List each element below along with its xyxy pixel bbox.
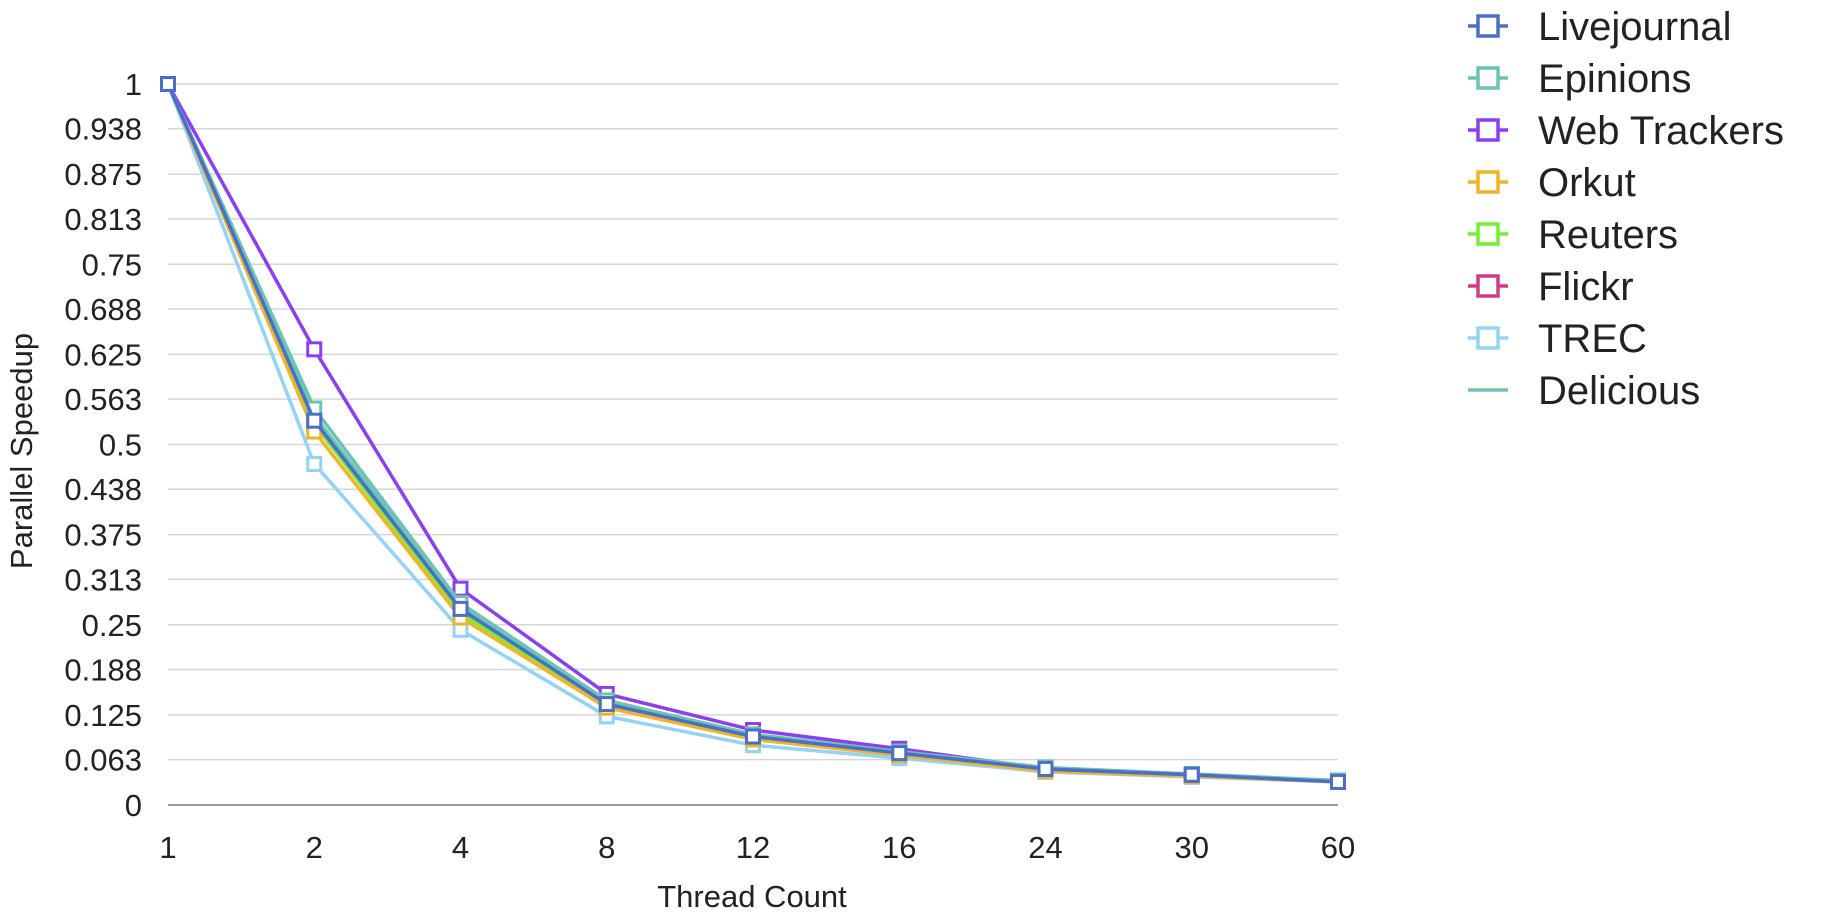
y-tick-label: 0.875 <box>64 157 142 192</box>
y-tick-label: 0.313 <box>64 562 142 597</box>
legend-label: TREC <box>1538 317 1647 361</box>
series-line <box>166 83 1339 783</box>
y-tick-label: 0.125 <box>64 698 142 733</box>
legend-label: Epinions <box>1538 57 1691 101</box>
data-point <box>891 745 908 762</box>
y-tick-label: 0.688 <box>64 292 142 327</box>
y-tick-label: 1 <box>125 67 142 102</box>
series-orkut <box>160 76 1346 790</box>
y-tick-label: 0.625 <box>64 337 142 372</box>
data-point <box>745 728 761 745</box>
y-tick-label: 0.813 <box>64 202 142 237</box>
legend: Livejournal Epinions Web Trackers Orkut Reut… <box>1468 5 1784 413</box>
x-axis-tick-labels: 1 2 4 8 12 16 24 30 60 <box>159 830 1355 865</box>
legend-item: Flickr <box>1468 265 1634 309</box>
legend-item: Orkut <box>1468 161 1636 205</box>
x-tick-label: 8 <box>598 830 615 865</box>
y-tick-label: 0.5 <box>99 428 142 463</box>
y-axis-tick-labels: 0 0.063 0.125 0.188 0.25 0.313 0.375 0.438 0.5 0.… <box>64 67 142 823</box>
series-delicious <box>166 83 1339 783</box>
data-point <box>160 76 176 92</box>
data-point <box>306 412 323 429</box>
legend-item: Epinions <box>1468 57 1691 101</box>
x-tick-label: 4 <box>452 830 469 865</box>
series-line <box>166 83 1339 783</box>
series-line <box>166 83 1339 783</box>
legend-marker <box>1476 118 1500 142</box>
series-livejournal <box>160 76 1346 790</box>
legend-label: Orkut <box>1538 161 1636 205</box>
y-tick-label: 0.938 <box>64 112 142 147</box>
x-axis-title: Thread Count <box>657 879 847 914</box>
series-flickr <box>160 76 1346 790</box>
legend-marker <box>1476 326 1500 350</box>
series-line <box>166 83 1339 784</box>
y-tick-label: 0.188 <box>64 652 142 687</box>
data-point <box>306 341 323 358</box>
legend-item: Web Trackers <box>1468 109 1784 153</box>
series-line <box>166 83 1339 784</box>
legend-marker <box>1476 66 1500 90</box>
legend-label: Delicious <box>1538 369 1700 413</box>
legend-item: Delicious <box>1468 369 1700 413</box>
y-tick-label: 0.063 <box>64 743 142 778</box>
x-tick-label: 12 <box>736 830 770 865</box>
legend-label: Flickr <box>1538 265 1634 309</box>
y-tick-label: 0.25 <box>82 608 142 643</box>
series-trec <box>160 76 1346 790</box>
legend-item: Livejournal <box>1468 5 1731 49</box>
legend-label: Reuters <box>1538 213 1678 257</box>
series-reuters <box>160 76 1346 790</box>
gridlines <box>168 83 1338 761</box>
x-tick-label: 2 <box>306 830 323 865</box>
data-point <box>598 696 615 713</box>
data-point <box>1330 773 1346 790</box>
series-layer <box>160 76 1346 790</box>
y-tick-label: 0.438 <box>64 472 142 507</box>
legend-item: TREC <box>1468 317 1647 361</box>
legend-label: Livejournal <box>1538 5 1731 49</box>
legend-marker <box>1476 170 1500 194</box>
data-point <box>452 600 469 617</box>
series-web-trackers <box>160 76 1346 790</box>
series-line <box>166 83 1339 783</box>
y-tick-label: 0 <box>125 788 142 823</box>
series-epinions <box>160 76 1346 789</box>
y-axis-title: Parallel Speedup <box>4 333 39 569</box>
y-tick-label: 0.563 <box>64 382 142 417</box>
legend-label: Web Trackers <box>1538 109 1784 153</box>
data-point <box>452 580 469 597</box>
series-line <box>166 83 1339 783</box>
y-tick-label: 0.375 <box>64 518 142 553</box>
x-tick-label: 1 <box>159 830 176 865</box>
data-point <box>306 455 323 472</box>
data-point <box>1183 766 1200 783</box>
legend-marker <box>1476 274 1500 298</box>
data-point <box>1037 760 1054 777</box>
x-tick-label: 30 <box>1175 830 1209 865</box>
legend-marker <box>1476 14 1500 38</box>
x-tick-label: 16 <box>882 830 916 865</box>
y-tick-label: 0.75 <box>82 247 142 282</box>
x-tick-label: 60 <box>1321 830 1355 865</box>
x-tick-label: 24 <box>1028 830 1062 865</box>
series-line <box>166 83 1339 784</box>
legend-item: Reuters <box>1468 213 1678 257</box>
legend-marker <box>1476 222 1500 246</box>
